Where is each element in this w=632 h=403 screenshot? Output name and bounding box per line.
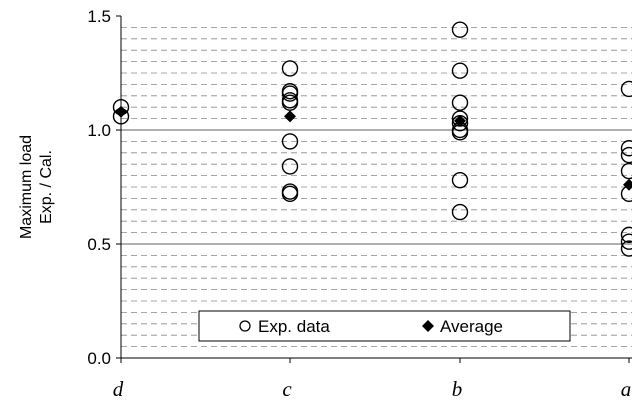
y-tick-label: 0.0 bbox=[87, 349, 111, 368]
x-category-label-c: c bbox=[282, 377, 292, 401]
exp-data-point bbox=[620, 162, 632, 180]
exp-data-point bbox=[620, 140, 632, 157]
average-point bbox=[115, 105, 127, 118]
legend-box bbox=[198, 310, 571, 342]
x-category-label-a: a bbox=[621, 377, 632, 401]
x-category-label-b: b bbox=[452, 377, 463, 401]
exp-data-point bbox=[620, 240, 632, 257]
average-point bbox=[623, 178, 632, 191]
exp-data-point bbox=[451, 62, 469, 79]
legend-exp-data-label: Exp. data bbox=[258, 317, 330, 336]
exp-data-point bbox=[281, 85, 299, 102]
y-tick-label: 1.5 bbox=[87, 7, 111, 26]
exp-data-point bbox=[451, 94, 469, 111]
legend: Exp. data Average bbox=[198, 310, 571, 342]
legend-exp-data-marker bbox=[239, 320, 251, 332]
axes bbox=[120, 16, 632, 359]
x-category-label-d: d bbox=[113, 377, 124, 401]
y-tick-label: 0.5 bbox=[87, 235, 111, 254]
exp-data-point bbox=[281, 185, 299, 203]
exp-data-point bbox=[620, 146, 632, 164]
average-point bbox=[454, 114, 466, 127]
exp-data-point bbox=[451, 203, 469, 221]
exp-data-point bbox=[620, 226, 632, 244]
exp-data-point bbox=[281, 94, 299, 111]
legend-average-marker bbox=[422, 320, 434, 332]
y-axis-label-line-2: Exp. / Cal. bbox=[38, 150, 55, 224]
average-point bbox=[284, 110, 296, 123]
y-axis-label-line-1: Maximum load bbox=[18, 135, 35, 239]
y-axis-label: Maximum load Exp. / Cal. bbox=[18, 135, 55, 239]
y-tick-label: 1.0 bbox=[87, 121, 111, 140]
exp-data-point bbox=[281, 158, 299, 175]
exp-data-point bbox=[281, 60, 299, 77]
legend-average-label: Average bbox=[440, 317, 503, 336]
exp-data-point bbox=[451, 21, 469, 38]
data-marks bbox=[112, 21, 632, 257]
gridlines bbox=[121, 26, 632, 348]
exp-data-point bbox=[620, 233, 632, 250]
y-ticks: 0.0 0.5 1.0 1.5 bbox=[87, 7, 121, 368]
exp-data-point bbox=[281, 133, 299, 150]
exp-data-point bbox=[451, 171, 469, 189]
exp-data-point bbox=[620, 80, 632, 98]
